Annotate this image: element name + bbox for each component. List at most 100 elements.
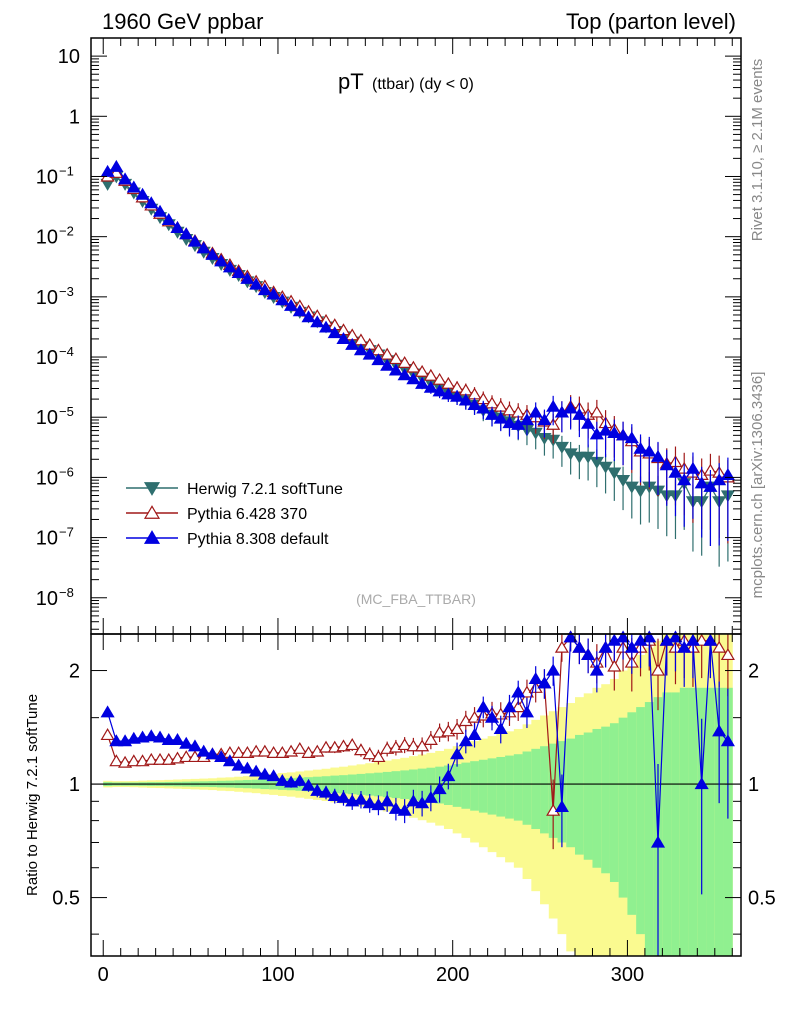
ratio-point-pythia8 <box>493 722 508 735</box>
main-y-tick-exponent: −5 <box>59 404 74 419</box>
ratio-point-pythia8 <box>275 773 290 786</box>
main-point-pythia8 <box>633 441 648 454</box>
main-x-ticks <box>102 38 733 634</box>
ratio-point-pythia8 <box>694 777 709 790</box>
ratio-point-pythia8 <box>720 734 735 747</box>
main-point-pythia8 <box>222 260 237 273</box>
ratio-band-green <box>461 762 471 809</box>
ratio-point-pythia8 <box>362 796 377 809</box>
ratio-point-pythia6 <box>292 741 307 754</box>
main-point-pythia8 <box>668 465 683 478</box>
plot-title-main: pT <box>338 69 364 94</box>
ratio-band-green <box>426 767 436 803</box>
ratio-point-pythia8 <box>554 799 569 812</box>
ratio-band-green <box>417 768 427 802</box>
ratio-point-pythia8 <box>563 630 578 643</box>
ratio-point-pythia8 <box>152 730 168 743</box>
main-point-pythia8 <box>581 416 596 429</box>
ratio-point-pythia8 <box>519 705 535 718</box>
ratio-point-pythia8 <box>327 789 342 802</box>
main-point-pythia8 <box>109 159 124 172</box>
main-point-pythia8 <box>650 449 666 462</box>
ratio-x-tick-label: 100 <box>261 964 294 986</box>
ratio-y-axis: 2 2 1 1 0.5 0.5 <box>52 661 776 935</box>
ratio-point-pythia6 <box>720 648 735 661</box>
ratio-point-pythia6 <box>109 754 124 767</box>
main-point-pythia8 <box>659 458 674 471</box>
main-point-herwig <box>607 467 622 480</box>
legend-marker-herwig <box>143 482 161 496</box>
legend-label-herwig: Herwig 7.2.1 softTune <box>187 481 343 498</box>
ratio-point-pythia8 <box>572 640 587 653</box>
ratio-point-pythia8 <box>642 630 657 643</box>
ratio-point-pythia8 <box>187 739 203 752</box>
main-y-tick-label: 10 <box>58 46 80 68</box>
ratio-point-pythia8 <box>441 769 456 782</box>
ratio-band-green <box>723 687 733 956</box>
main-point-pythia8 <box>519 413 535 426</box>
ratio-point-pythia8 <box>528 672 543 685</box>
ratio-point-pythia6 <box>694 633 709 646</box>
ratio-point-pythia6 <box>397 738 412 751</box>
main-point-pythia8 <box>118 172 133 185</box>
ratio-x-axis: 0 100 200 300 <box>98 634 733 986</box>
main-point-herwig <box>572 451 587 464</box>
main-point-pythia8 <box>502 416 517 429</box>
ratio-y-tick-label: 2 <box>69 661 80 683</box>
main-point-pythia8 <box>677 473 692 486</box>
main-y-tick-exponent: −8 <box>59 585 74 600</box>
main-point-pythia8 <box>406 372 421 385</box>
ratio-band-green <box>409 769 419 801</box>
ratio-point-pythia8 <box>598 640 613 653</box>
ratio-band-green <box>592 728 602 868</box>
plot-title-sub: (ttbar) (dy < 0) <box>372 76 474 93</box>
main-point-pythia8 <box>493 411 508 424</box>
main-point-pythia6 <box>415 364 430 377</box>
ratio-band-green <box>662 692 672 956</box>
ratio-band-green <box>496 756 506 817</box>
ratio-point-pythia8 <box>502 700 517 713</box>
ratio-point-pythia8 <box>616 630 631 643</box>
main-y-tick-exponent: −4 <box>59 344 74 359</box>
ratio-band-green <box>452 764 462 807</box>
ratio-point-pythia8 <box>537 676 552 689</box>
ratio-point-pythia8 <box>292 773 307 786</box>
ratio-band-green <box>478 759 489 813</box>
main-y-tick-exponent: −2 <box>59 224 74 239</box>
main-point-pythia6 <box>388 352 403 365</box>
main-point-pythia8 <box>423 380 438 393</box>
ratio-point-pythia8 <box>546 663 561 676</box>
ratio-point-pythia8 <box>476 700 491 713</box>
ratio-point-pythia8 <box>196 744 211 757</box>
ratio-point-pythia8 <box>301 778 316 791</box>
main-point-pythia8 <box>694 476 709 489</box>
main-point-pythia8 <box>214 254 229 267</box>
ratio-point-pythia8 <box>353 792 369 805</box>
ratio-point-pythia6 <box>231 745 246 758</box>
main-point-pythia8 <box>572 407 587 420</box>
ratio-point-pythia6 <box>554 640 569 653</box>
main-point-pythia8 <box>720 468 735 481</box>
ratio-y-tick-label: 0.5 <box>52 888 80 910</box>
main-y-tick-label: 1 <box>69 106 80 128</box>
legend: Herwig 7.2.1 softTune Pythia 6.428 370 Pyt… <box>126 481 343 548</box>
ratio-point-pythia8 <box>432 782 447 795</box>
ratio-band-green <box>531 748 541 830</box>
ratio-point-pythia8 <box>450 747 465 760</box>
main-point-herwig <box>554 441 569 454</box>
ratio-y-tick-label-right: 1 <box>748 774 759 796</box>
main-y-tick-label: 10 <box>36 467 58 489</box>
ratio-point-pythia8 <box>677 640 692 653</box>
ratio-y-tick-label-right: 2 <box>748 661 759 683</box>
main-point-pythia8 <box>484 407 500 420</box>
ratio-band-green <box>400 770 410 799</box>
main-series-layer <box>100 159 735 567</box>
ratio-band-green <box>601 726 611 874</box>
ratio-y-tick-label-right: 0.5 <box>748 888 776 910</box>
main-point-pythia8 <box>467 398 482 411</box>
main-point-pythia8 <box>441 387 456 400</box>
ratio-point-pythia8 <box>144 729 159 742</box>
main-y-tick-label: 10 <box>36 407 58 429</box>
ratio-point-pythia8 <box>467 728 482 741</box>
